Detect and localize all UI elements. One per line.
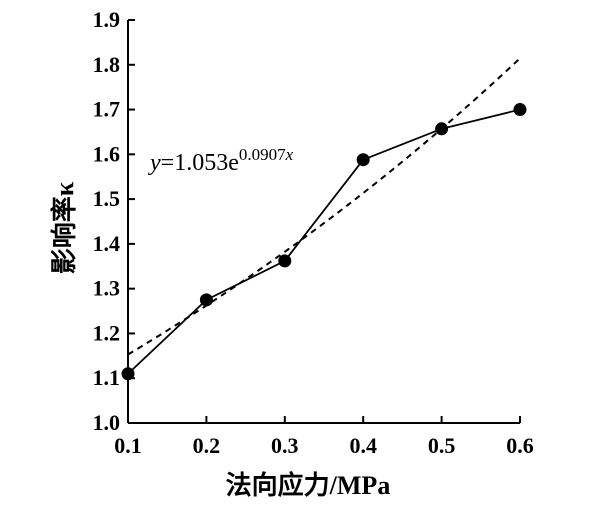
ticks: 1.0 1.1 1.2 1.3 1.4 1.5 1.6 1.7 1.8 1.9 0.1 0.2 0.3 0… (93, 7, 534, 458)
data-point (356, 153, 370, 167)
data-point (513, 103, 527, 117)
y-tick-label: 1.0 (93, 410, 121, 435)
fit-curve (127, 57, 521, 356)
x-tick-label: 0.4 (349, 433, 377, 458)
fit-curve-layer (127, 57, 521, 356)
y-axis-label: 影响率κ (49, 181, 79, 274)
data-point (199, 293, 213, 307)
data-line (127, 108, 521, 375)
x-tick-label: 0.1 (114, 433, 142, 458)
data-point (435, 122, 449, 136)
data-series-layer (121, 103, 527, 381)
y-tick-label: 1.5 (93, 186, 121, 211)
y-tick-label: 1.2 (93, 320, 121, 345)
y-tick-label: 1.7 (93, 97, 121, 122)
fit-equation-exponent: 0.0907 (239, 145, 286, 164)
data-point (278, 254, 292, 268)
x-tick-label: 0.5 (428, 433, 456, 458)
x-tick-label: 0.6 (506, 433, 534, 458)
fit-equation: y=1.053e0.0907x (148, 145, 294, 176)
y-tick-label: 1.9 (93, 7, 121, 32)
fit-equation-coef: =1.053e (161, 150, 239, 176)
y-tick-label: 1.3 (93, 276, 121, 301)
data-point (121, 367, 135, 381)
x-tick-label: 0.2 (193, 433, 221, 458)
y-tick-label: 1.8 (93, 52, 121, 77)
y-tick-label: 1.1 (93, 365, 121, 390)
fit-equation-var: y (148, 150, 161, 176)
fit-equation-exp-var: x (285, 145, 294, 164)
axes (127, 20, 520, 424)
x-axis-label: 法向应力/MPa (226, 470, 391, 500)
x-tick-label: 0.3 (271, 433, 299, 458)
y-tick-label: 1.6 (93, 141, 121, 166)
y-tick-label: 1.4 (93, 231, 121, 256)
